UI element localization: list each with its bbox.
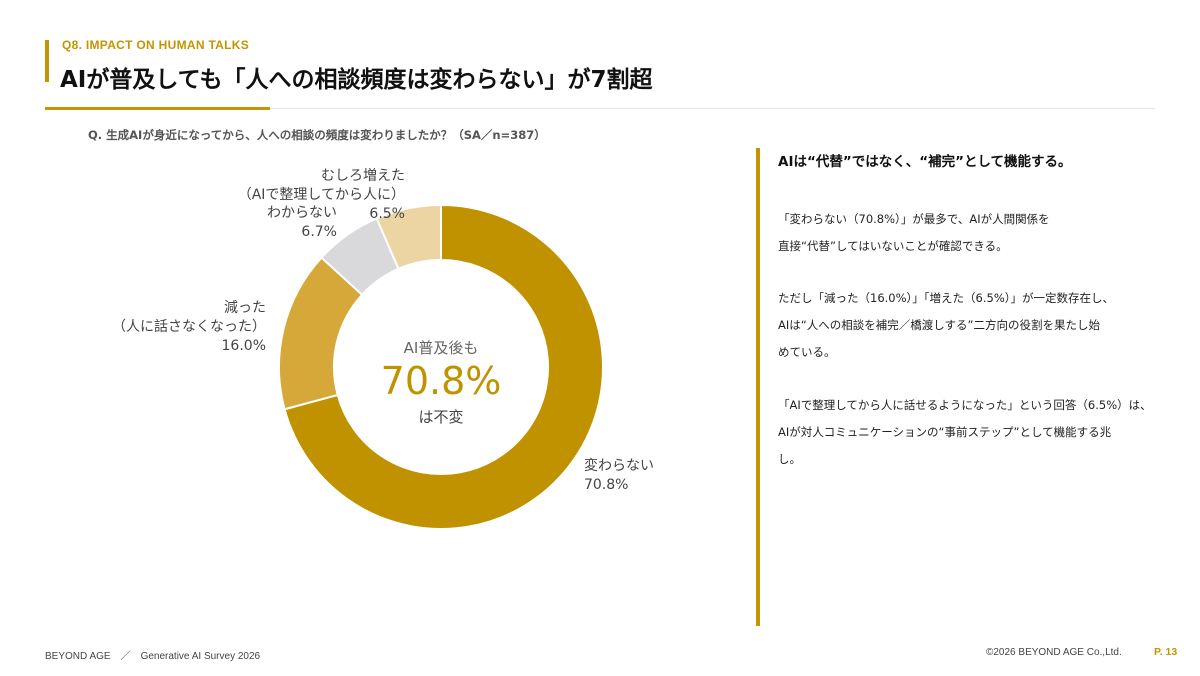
header-accent-bar [45,40,49,82]
slice-category-label: （AIで整理してから人に） [238,187,405,203]
insight-line: し。 [778,452,801,466]
donut-slice [375,203,442,271]
center-caption-top: AI普及後も [404,339,479,357]
insight-line: ただし「減った（16.0%）」「増えた（6.5%）」が一定数存在し、 [778,291,1114,305]
insight-heading: AIは“代替”ではなく、“補完”として機能する。 [778,154,1072,170]
center-value: 70.8% [381,359,502,403]
insight-line: めている。 [778,345,836,359]
center-caption-bottom: は不変 [418,408,463,426]
title-divider-accent [45,107,270,110]
title-divider [45,108,1155,109]
footer-brand: BEYOND AGE ／ Generative AI Survey 2026 [45,651,261,662]
page-number: P. 13 [1154,646,1178,658]
page-title: AIが普及しても「人への相談頻度は変わらない」が7割超 [60,67,653,93]
footer-copyright: ©2026 BEYOND AGE Co.,Ltd. [986,647,1122,658]
slice-value-label: 6.5% [369,206,405,222]
slice-value-label: 16.0% [222,338,266,354]
slice-category-label: むしろ増えた [321,168,405,184]
sidebar-accent-bar [756,148,760,626]
insight-line: 「AIで整理してから人に話せるようになった」という回答（6.5%）は、 [778,398,1152,412]
donut-slice [283,203,604,530]
slice-category-label: 減った [224,299,266,316]
slice-category-label: わからない [267,205,337,221]
insight-line: AIが対人コミュニケーションの“事前ステップ”として機能する兆 [778,425,1112,439]
donut-chart: 変わらない 70.8% 減った （人に話さなくなった） 16.0% わからない 6.7% むし… [112,168,654,530]
insight-line: 「変わらない（70.8%）」が最多で、AIが人間関係を [778,212,1050,226]
insight-paragraph-1: 「変わらない（70.8%）」が最多で、AIが人間関係を 直接“代替”してはいない… [778,206,1168,260]
slice-value-label: 70.8% [584,477,628,493]
insight-paragraph-3: 「AIで整理してから人に話せるようになった」という回答（6.5%）は、 AIが対… [778,392,1168,473]
insight-line: 直接“代替”してはいないことが確認できる。 [778,239,1008,253]
slice-category-label: 変わらない [584,457,654,474]
insight-paragraph-2: ただし「減った（16.0%）」「増えた（6.5%）」が一定数存在し、 AIは“人… [778,285,1168,366]
section-label: Q8. IMPACT ON HUMAN TALKS [62,38,250,52]
slice-category-label: （人に話さなくなった） [112,318,266,335]
survey-question: Q. 生成AIが身近になってから、人への相談の頻度は変わりましたか？（SA／n=… [88,128,546,142]
insight-line: AIは“人への相談を補完／橋渡しする”二方向の役割を果たし始 [778,318,1100,332]
slice-value-label: 6.7% [301,224,337,240]
